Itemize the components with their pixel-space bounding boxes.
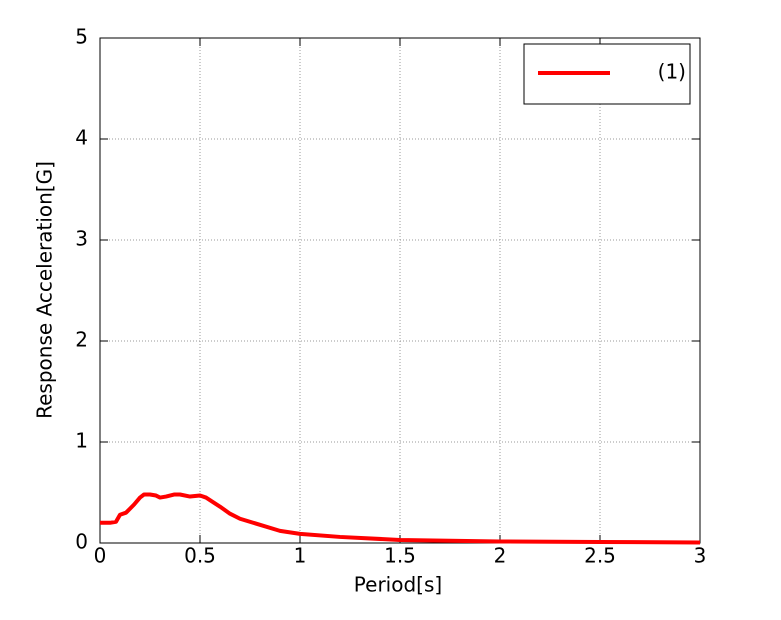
- x-tick-label: 0.5: [184, 544, 216, 568]
- x-tick-label: 3: [694, 544, 707, 568]
- x-tick-label: 1.5: [384, 544, 416, 568]
- x-tick-label: 2: [494, 544, 507, 568]
- x-axis-label: Period[s]: [354, 573, 442, 597]
- y-tick-label: 3: [75, 227, 88, 251]
- data-line: [100, 492, 701, 545]
- y-tick-label: 0: [75, 530, 88, 554]
- y-tick-label: 4: [75, 126, 88, 150]
- y-tick-label: 5: [75, 25, 88, 49]
- y-tick-label: 1: [75, 429, 88, 453]
- x-tick-label: 0: [94, 544, 107, 568]
- y-axis-label: Response Acceleration[G]: [33, 161, 57, 419]
- plot-frame: [99, 37, 701, 544]
- x-tick-label: 1: [294, 544, 307, 568]
- y-tick-label: 2: [75, 328, 88, 352]
- x-tick-label: 2.5: [584, 544, 616, 568]
- legend-label: (1): [658, 60, 686, 84]
